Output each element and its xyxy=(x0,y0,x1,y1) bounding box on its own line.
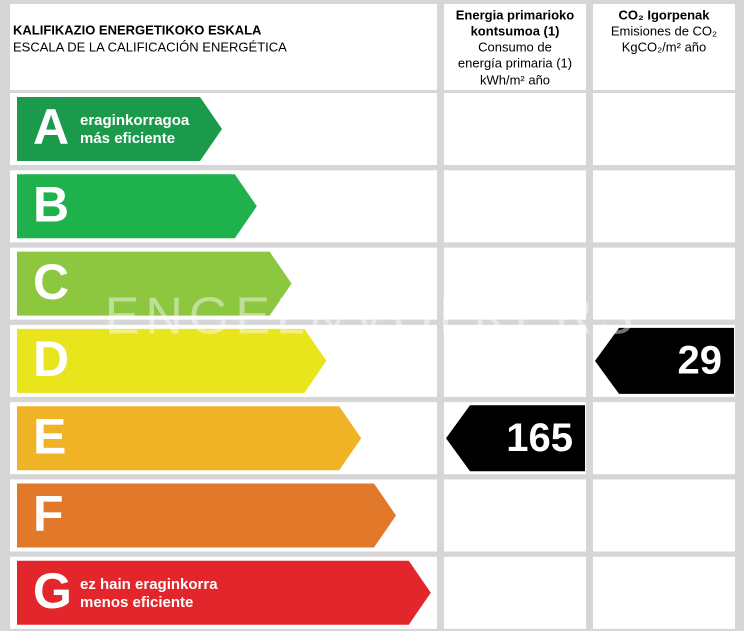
rating-label-eu: ez hain eraginkorra xyxy=(80,576,218,593)
rating-letter: A xyxy=(33,99,69,155)
header-cell xyxy=(10,4,437,90)
co2-cell xyxy=(593,479,735,552)
energy-cell xyxy=(444,247,586,320)
energy-title: Energia primarioko xyxy=(456,7,575,22)
rating-label-es: menos eficiente xyxy=(80,594,193,611)
rating-letter: C xyxy=(33,254,69,310)
rating-label-es: más eficiente xyxy=(80,130,175,147)
rating-arrow xyxy=(17,97,222,161)
rating-arrow xyxy=(17,406,362,471)
energy-title: kontsumoa (1) xyxy=(471,23,560,38)
co2-value: 29 xyxy=(678,338,723,382)
title-eu: KALIFIKAZIO ENERGETIKOKO ESKALA xyxy=(13,22,262,37)
rating-letter: G xyxy=(33,563,72,619)
header-cell xyxy=(593,4,735,90)
co2-title: CO₂ Igorpenak xyxy=(618,7,710,22)
co2-cell xyxy=(593,556,735,629)
energy-value: 165 xyxy=(506,416,573,460)
energy-cell xyxy=(444,93,586,165)
energy-cell xyxy=(444,556,586,629)
rating-arrow xyxy=(17,328,327,393)
co2-arrow xyxy=(595,327,734,394)
rating-letter: D xyxy=(33,331,69,387)
rating-label-eu: eraginkorragoa xyxy=(80,112,190,129)
energy-cell xyxy=(444,479,586,552)
energy-cell xyxy=(444,324,586,397)
rating-arrow xyxy=(17,251,292,316)
energy-unit: kWh/m² año xyxy=(480,72,550,87)
rating-letter: F xyxy=(33,486,64,542)
rating-arrow xyxy=(17,174,257,239)
energy-subtitle: Consumo de xyxy=(478,39,552,54)
energy-cell xyxy=(444,170,586,243)
rating-letter: B xyxy=(33,177,69,233)
title-es: ESCALA DE LA CALIFICACIÓN ENERGÉTICA xyxy=(13,39,287,54)
energy-arrow xyxy=(446,405,585,472)
rating-arrow xyxy=(17,560,431,625)
energy-subtitle: energía primaria (1) xyxy=(458,55,572,70)
co2-cell xyxy=(593,402,735,475)
co2-cell xyxy=(593,170,735,243)
co2-unit: KgCO₂/m² año xyxy=(622,39,707,54)
co2-cell xyxy=(593,93,735,165)
header-cell xyxy=(444,4,586,90)
rating-arrow xyxy=(17,483,396,548)
watermark: ENGEL&VÖLKERS xyxy=(105,288,640,346)
co2-subtitle: Emisiones de CO₂ xyxy=(611,23,717,38)
rating-letter: E xyxy=(33,408,66,464)
co2-cell xyxy=(593,247,735,320)
